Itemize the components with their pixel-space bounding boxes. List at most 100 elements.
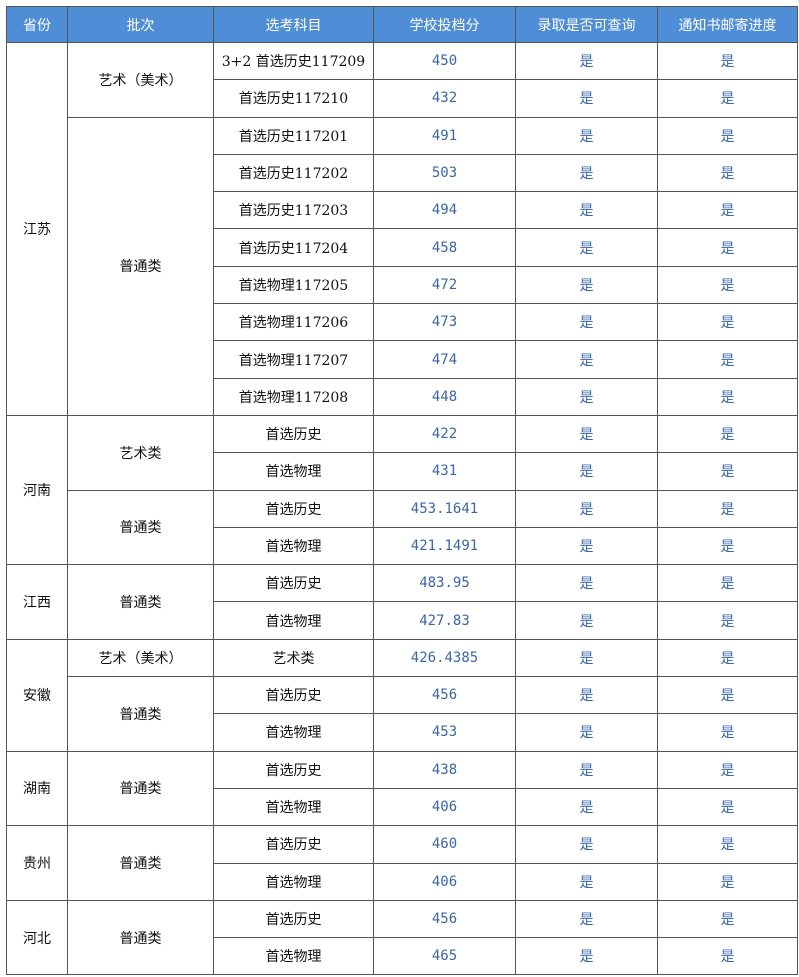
mail-status-cell: 是 bbox=[657, 340, 798, 379]
subject-cell: 首选历史 bbox=[213, 676, 374, 715]
query-status-cell: 是 bbox=[515, 228, 658, 267]
table-row: 首选物理 465 是是 bbox=[7, 937, 798, 976]
province-cell: 江西 bbox=[6, 564, 68, 640]
query-status-cell: 是 bbox=[515, 526, 658, 566]
mail-status-cell: 是 bbox=[657, 601, 798, 640]
province-cell: 河北 bbox=[6, 899, 68, 976]
subject-cell: 艺术类 bbox=[213, 638, 374, 678]
mail-status-cell: 是 bbox=[657, 713, 798, 752]
table-row: 首选历史117202 503 是是 bbox=[7, 153, 798, 193]
score-cell: 406 bbox=[373, 787, 516, 827]
mail-status-cell: 是 bbox=[657, 676, 798, 715]
score-cell: 426.4385 bbox=[373, 638, 516, 678]
mail-status-cell: 是 bbox=[657, 414, 798, 454]
header-score: 学校投档分 bbox=[373, 6, 516, 43]
score-cell: 448 bbox=[373, 377, 516, 416]
score-cell: 438 bbox=[373, 750, 516, 789]
score-cell: 460 bbox=[373, 825, 516, 864]
admission-score-table: 省份 批次 选考科目 学校投档分 录取是否可查询 通知书邮寄进度 江苏 艺术（美术… bbox=[6, 6, 798, 976]
table-row: 首选物理117206 473 是是 bbox=[7, 303, 798, 342]
score-cell: 427.83 bbox=[373, 601, 516, 640]
subject-cell: 首选历史117210 bbox=[213, 79, 374, 118]
table-row: 首选历史117210 432 是是 bbox=[7, 79, 798, 118]
query-status-cell: 是 bbox=[515, 340, 658, 379]
mail-status-cell: 是 bbox=[657, 787, 798, 827]
batch-cell: 普通类 bbox=[67, 825, 214, 901]
subject-cell: 首选历史117203 bbox=[213, 191, 374, 230]
table-row: 贵州 普通类 首选历史 460 是是 bbox=[6, 825, 798, 901]
query-status-cell: 是 bbox=[515, 713, 658, 752]
mail-status-cell: 是 bbox=[657, 228, 798, 267]
table-row: 普通类 首选历史117201 491 是是 bbox=[7, 116, 798, 416]
query-status-cell: 是 bbox=[515, 676, 658, 715]
header-batch: 批次 bbox=[67, 6, 214, 43]
subject-cell: 首选历史 bbox=[213, 750, 374, 789]
query-status-cell: 是 bbox=[515, 377, 658, 416]
query-status-cell: 是 bbox=[515, 787, 658, 827]
header-query: 录取是否可查询 bbox=[515, 6, 658, 43]
subject-cell: 首选物理 bbox=[213, 937, 374, 976]
province-cell: 安徽 bbox=[6, 638, 68, 752]
query-status-cell: 是 bbox=[515, 750, 658, 789]
query-status-cell: 是 bbox=[515, 79, 658, 118]
subject-cell: 首选物理 bbox=[213, 452, 374, 491]
header-province: 省份 bbox=[6, 6, 68, 43]
query-status-cell: 是 bbox=[515, 862, 658, 901]
batch-cell: 普通类 bbox=[67, 489, 214, 566]
table-row: 普通类 首选历史 456 是是 bbox=[7, 676, 798, 752]
query-status-cell: 是 bbox=[515, 638, 658, 678]
subject-cell: 首选历史 bbox=[213, 564, 374, 603]
table-row: 首选历史117204 458 是是 bbox=[7, 228, 798, 267]
score-cell: 456 bbox=[373, 676, 516, 715]
province-cell: 河南 bbox=[6, 414, 68, 566]
mail-status-cell: 是 bbox=[657, 265, 798, 305]
query-status-cell: 是 bbox=[515, 899, 658, 939]
batch-cell: 艺术类 bbox=[67, 414, 214, 491]
score-cell: 421.1491 bbox=[373, 526, 516, 566]
score-cell: 431 bbox=[373, 452, 516, 491]
mail-status-cell: 是 bbox=[657, 191, 798, 230]
batch-cell: 普通类 bbox=[67, 750, 214, 827]
score-cell: 453.1641 bbox=[373, 489, 516, 528]
query-status-cell: 是 bbox=[515, 41, 658, 81]
table-row: 首选物理 406 是是 bbox=[7, 862, 798, 901]
subject-cell: 首选历史117201 bbox=[213, 116, 374, 155]
query-status-cell: 是 bbox=[515, 116, 658, 155]
score-cell: 465 bbox=[373, 937, 516, 976]
subject-cell: 首选物理117207 bbox=[213, 340, 374, 379]
mail-status-cell: 是 bbox=[657, 153, 798, 193]
table-row: 首选物理 427.83 是是 bbox=[7, 601, 798, 640]
query-status-cell: 是 bbox=[515, 601, 658, 640]
table-row: 首选物理117207 474 是是 bbox=[7, 340, 798, 379]
mail-status-cell: 是 bbox=[657, 303, 798, 342]
subject-cell: 首选历史117204 bbox=[213, 228, 374, 267]
mail-status-cell: 是 bbox=[657, 638, 798, 678]
table-row: 河北 普通类 首选历史 456 是是 bbox=[6, 899, 798, 976]
batch-cell: 普通类 bbox=[67, 899, 214, 976]
score-cell: 456 bbox=[373, 899, 516, 939]
subject-cell: 首选历史 bbox=[213, 825, 374, 864]
query-status-cell: 是 bbox=[515, 153, 658, 193]
batch-cell: 普通类 bbox=[67, 676, 214, 752]
score-cell: 491 bbox=[373, 116, 516, 155]
subject-cell: 首选物理117205 bbox=[213, 265, 374, 305]
table-row: 安徽 艺术（美术） 艺术类 426.4385 是是 bbox=[6, 638, 798, 752]
table-body: 江苏 艺术（美术） 3+2 首选历史117209 450 是是首选历史117210 432… bbox=[6, 41, 798, 976]
batch-cell: 艺术（美术） bbox=[67, 42, 214, 118]
mail-status-cell: 是 bbox=[657, 79, 798, 118]
score-cell: 483.95 bbox=[373, 564, 516, 603]
score-cell: 458 bbox=[373, 228, 516, 267]
table-row: 普通类 首选历史 453.1641 是是 bbox=[7, 489, 798, 566]
subject-cell: 3+2 首选历史117209 bbox=[213, 41, 374, 81]
subject-cell: 首选物理 bbox=[213, 713, 374, 752]
header-subject: 选考科目 bbox=[213, 6, 374, 43]
score-cell: 406 bbox=[373, 862, 516, 901]
header-mail: 通知书邮寄进度 bbox=[657, 6, 798, 43]
subject-cell: 首选物理117206 bbox=[213, 303, 374, 342]
score-cell: 453 bbox=[373, 713, 516, 752]
table-row: 河南 艺术类 首选历史 422 是是 bbox=[6, 414, 798, 566]
mail-status-cell: 是 bbox=[657, 825, 798, 864]
subject-cell: 首选历史 bbox=[213, 414, 374, 454]
score-cell: 503 bbox=[373, 153, 516, 193]
subject-cell: 首选历史117202 bbox=[213, 153, 374, 193]
